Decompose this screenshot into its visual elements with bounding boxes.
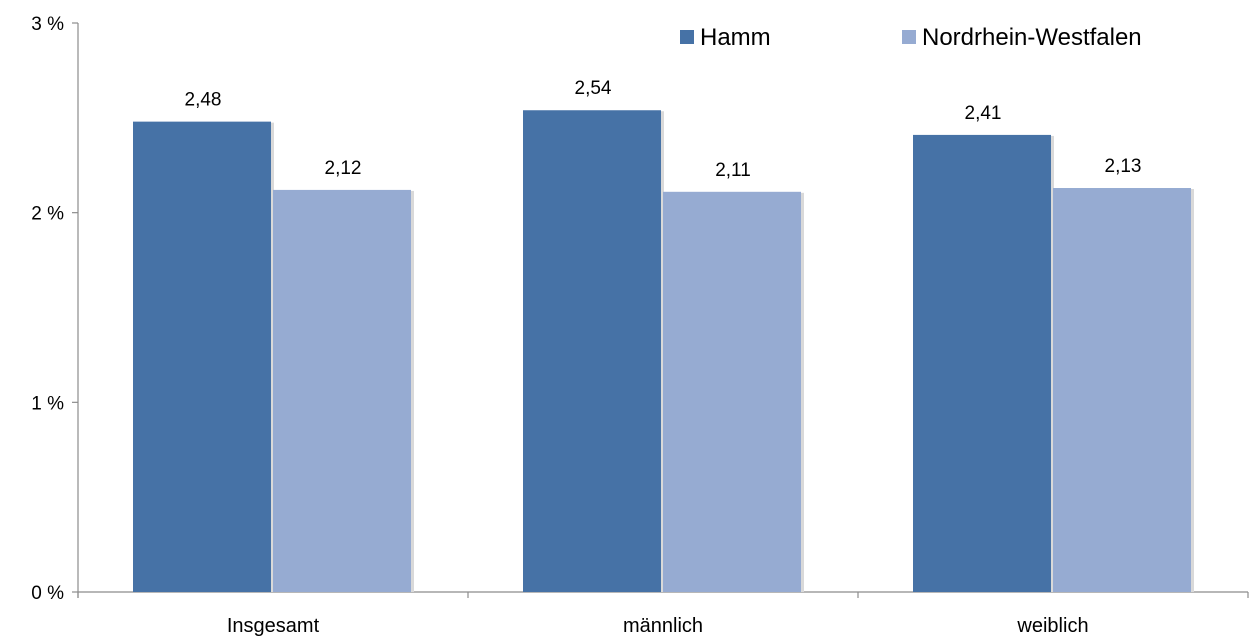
data-label: 2,41 [965, 103, 1002, 124]
y-tick-label: 2 % [31, 204, 64, 225]
x-axis: Insgesamt männlich weiblich [77, 591, 1249, 637]
legend-label: Hamm [700, 24, 771, 51]
data-label: 2,12 [325, 158, 362, 179]
bars [133, 110, 1194, 593]
y-axis: 0 % 1 % 2 % 3 % [31, 14, 79, 604]
legend-swatch [902, 30, 916, 44]
y-tick-label: 0 % [31, 583, 64, 604]
legend-swatch [680, 30, 694, 44]
bar [913, 134, 1051, 593]
legend: Hamm Nordrhein-Westfalen [680, 24, 1142, 51]
data-labels: 2,48 2,54 2,41 2,12 2,11 2,13 [185, 78, 1142, 181]
x-category-label: männlich [623, 615, 703, 637]
data-label: 2,48 [185, 90, 222, 111]
data-label: 2,11 [715, 160, 751, 181]
data-label: 2,13 [1105, 156, 1142, 177]
y-tick-label: 1 % [31, 393, 64, 414]
data-label: 2,54 [575, 78, 612, 99]
bar [133, 121, 271, 593]
x-category-label: Insgesamt [227, 615, 320, 637]
bar [663, 191, 801, 592]
bar [273, 189, 411, 592]
y-tick-label: 3 % [31, 14, 64, 35]
legend-label: Nordrhein-Westfalen [922, 24, 1142, 51]
x-category-label: weiblich [1016, 615, 1088, 637]
bar [1053, 188, 1191, 592]
bar [523, 110, 661, 592]
